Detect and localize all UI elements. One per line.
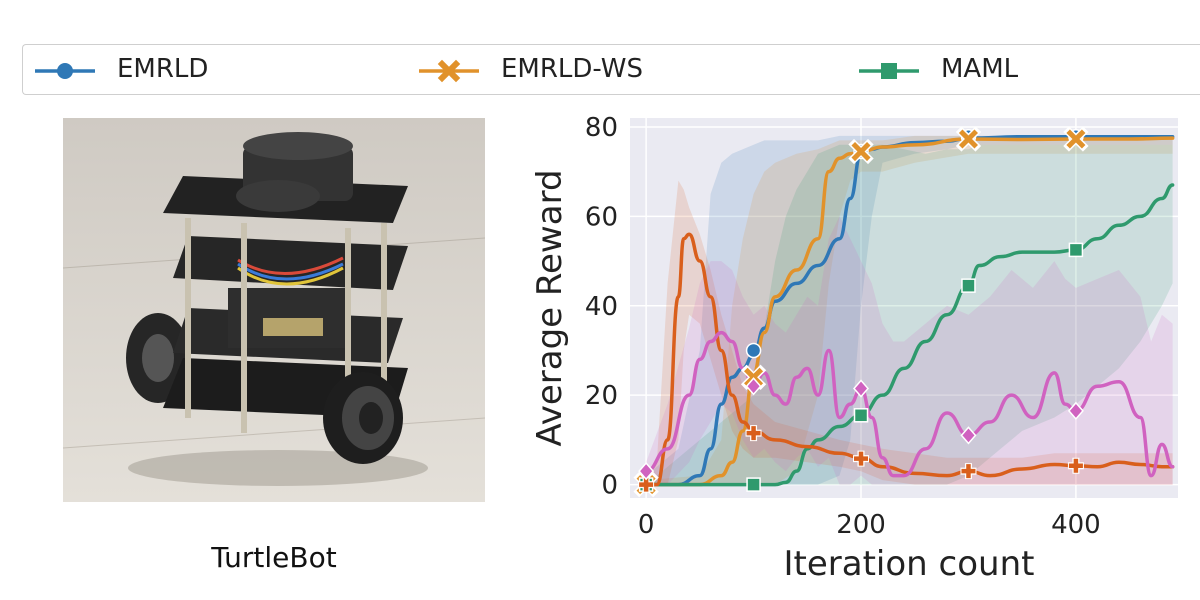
legend-line-x-icon (419, 59, 479, 83)
legend-box: EMRLD EMRLD-WS MAML (22, 44, 1200, 95)
series-4-band (646, 216, 1173, 485)
turtlebot-photo (63, 118, 485, 502)
y-tick-label: 40 (585, 292, 618, 322)
plot-background (630, 118, 1178, 498)
y-tick-label: 20 (585, 381, 618, 411)
y-axis-label: Average Reward (530, 169, 570, 446)
series-4-marker (853, 379, 870, 398)
series-3-marker (853, 450, 870, 467)
series-3-marker (1067, 457, 1084, 474)
series-1-line (644, 136, 1175, 487)
series-2-marker (853, 408, 869, 423)
series-1-marker (1063, 126, 1089, 152)
series-2-line (644, 183, 1175, 487)
series-4-marker (1067, 401, 1084, 420)
series-1-marker (848, 138, 874, 165)
y-tick-label: 80 (585, 113, 618, 143)
series-3-marker (745, 425, 762, 442)
legend-label-maml: MAML (941, 54, 1019, 84)
series-4-marker (638, 462, 655, 481)
series-4-marker (745, 377, 762, 396)
y-tick-label: 60 (585, 202, 618, 232)
confidence-bands (646, 135, 1173, 485)
x-axis-label: Iteration count (784, 544, 1035, 584)
series-1-marker (955, 126, 982, 152)
series-markers (633, 126, 1089, 498)
series-2-marker (1068, 242, 1084, 258)
x-tick-label: 400 (1051, 510, 1101, 540)
legend-label-emrld-ws: EMRLD-WS (501, 54, 643, 84)
x-tick-label: 0 (638, 510, 655, 540)
series-0-marker (745, 342, 762, 359)
robot-body (126, 132, 428, 486)
grid-lines (630, 118, 1178, 498)
series-3-marker (960, 463, 977, 480)
legend-label-emrld: EMRLD (117, 54, 209, 84)
x-tick-label: 200 (836, 510, 886, 540)
series-3-band (646, 180, 1173, 485)
axis-ticks: 0 20 40 60 80 0 200 400 (585, 113, 1101, 540)
y-tick-label: 0 (601, 471, 618, 501)
legend-line-circle-icon (35, 63, 95, 79)
series-2-marker (746, 477, 761, 492)
photo-caption: TurtleBot (211, 541, 337, 574)
legend-line-square-icon (859, 63, 919, 79)
series-2-marker (961, 278, 976, 293)
series-4-marker (960, 426, 977, 445)
